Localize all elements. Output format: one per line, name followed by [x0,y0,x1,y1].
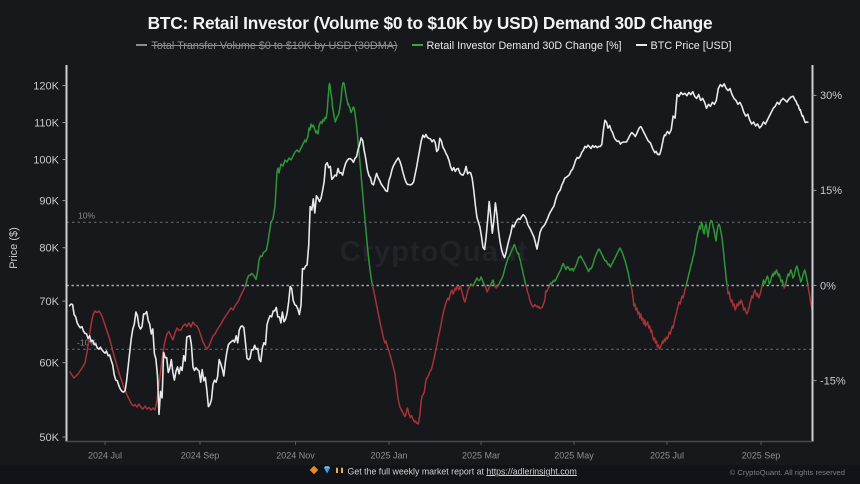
svg-text:2025 Jan: 2025 Jan [370,451,407,461]
svg-text:-15%: -15% [820,375,846,387]
svg-text:60K: 60K [39,358,59,370]
svg-text:90K: 90K [39,195,59,207]
svg-text:80K: 80K [39,243,59,255]
svg-text:Price ($): Price ($) [8,227,20,269]
svg-text:2024 Nov: 2024 Nov [276,451,315,461]
svg-text:2025 Sep: 2025 Sep [742,451,781,461]
svg-text:110K: 110K [34,117,60,129]
svg-text:2025 Mar: 2025 Mar [462,451,500,461]
svg-text:0%: 0% [820,280,836,292]
svg-text:30%: 30% [820,90,842,102]
svg-text:CryptoQuant: CryptoQuant [340,236,528,268]
svg-text:2025 Jul: 2025 Jul [650,451,684,461]
svg-text:2024 Jul: 2024 Jul [88,451,122,461]
svg-text:2024 Sep: 2024 Sep [181,451,220,461]
svg-text:-10%: -10% [77,338,97,348]
svg-text:10%: 10% [78,211,96,221]
svg-text:15%: 15% [820,185,842,197]
svg-text:70K: 70K [39,296,59,308]
svg-text:120K: 120K [33,80,59,92]
svg-text:2025 May: 2025 May [554,451,594,461]
svg-text:50K: 50K [39,432,59,444]
svg-text:100K: 100K [33,154,59,166]
